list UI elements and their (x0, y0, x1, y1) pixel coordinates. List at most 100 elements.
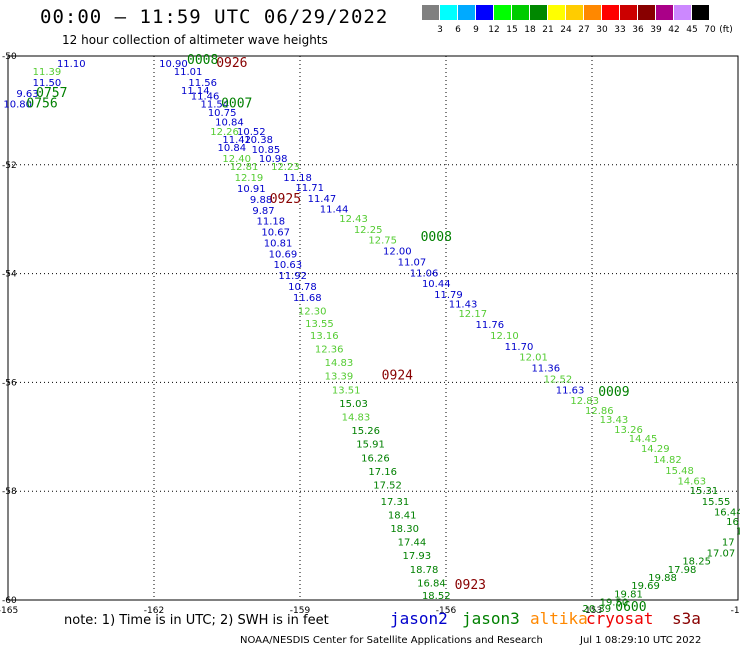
pass-time-label: 0925 (270, 192, 301, 207)
wave-height-value: 9.88 (250, 195, 272, 206)
wave-height-value: 10.90 (159, 59, 188, 70)
wave-height-value: 10.84 (218, 143, 247, 154)
wave-height-value: 12.40 (222, 154, 251, 165)
wave-height-value: 11.47 (308, 194, 337, 205)
pass-time-label: 0757 (36, 86, 67, 101)
lon-tick-label: -156 (436, 606, 457, 616)
wave-height-value: 15.31 (690, 486, 719, 497)
colorbar-label: 70 (704, 25, 716, 35)
wave-height-value: 10.75 (208, 108, 237, 119)
wave-height-value: 11.70 (505, 342, 534, 353)
satellite-legend-cryosat: cryosat (586, 609, 654, 628)
wave-height-value: 12.19 (235, 173, 264, 184)
colorbar-label: 42 (668, 25, 680, 35)
lat-tick-label: -60 (2, 596, 17, 606)
wave-height-value: 11.54 (201, 100, 230, 111)
wave-height-value: 11.46 (191, 92, 220, 103)
wave-height-value: 12.36 (315, 344, 344, 355)
credit-text: NOAA/NESDIS Center for Satellite Applica… (240, 635, 543, 646)
satellite-legend-s3a: s3a (672, 609, 701, 628)
wave-height-value: 11.76 (475, 320, 504, 331)
wave-height-value: 19.88 (648, 573, 677, 584)
wave-height-value: 12.25 (354, 225, 383, 236)
wave-height-value: 11.42 (222, 135, 251, 146)
wave-height-value: 18.41 (388, 510, 417, 521)
colorbar-label: 45 (686, 25, 698, 35)
wave-height-value: 14.82 (653, 455, 682, 466)
wave-height-value: 13.26 (614, 425, 643, 436)
lat-tick-label: -54 (2, 270, 17, 280)
pass-time-label: 0008 (187, 53, 218, 68)
wave-height-value: 12.17 (458, 309, 487, 320)
wave-height-value: 10.78 (288, 282, 317, 293)
lat-tick-label: -58 (2, 487, 17, 497)
wave-height-value: 11.06 (410, 268, 439, 279)
colorbar-swatch (530, 5, 547, 20)
pass-time-label: 0926 (216, 56, 247, 71)
wave-height-value: 11.18 (256, 217, 285, 228)
lat-tick-label: -52 (2, 161, 17, 171)
satellite-legend-jason2: jason2 (390, 609, 448, 628)
colorbar-unit: (ft) (719, 25, 733, 35)
lon-tick-label: -165 (0, 606, 18, 616)
wave-height-value: 13.51 (332, 385, 361, 396)
colorbar-swatch (548, 5, 565, 20)
wave-height-value: 18.25 (682, 557, 711, 568)
page-subtitle: 12 hour collection of altimeter wave hei… (62, 33, 328, 47)
wave-height-value: 16.26 (361, 453, 390, 464)
colorbar-swatch (476, 5, 493, 20)
colorbar-swatch (494, 5, 511, 20)
colorbar-label: 21 (542, 25, 554, 35)
wave-height-value: 17.16 (368, 467, 397, 478)
wave-height-value: 11.56 (188, 78, 217, 89)
wave-height-value: 10.91 (237, 184, 266, 195)
colorbar-swatch (458, 5, 475, 20)
wave-height-value: 18.78 (410, 565, 439, 576)
wave-height-value: 12.75 (368, 236, 397, 247)
wave-height-value: 18.52 (422, 591, 451, 602)
wave-height-value: 11.43 (449, 299, 478, 310)
wave-height-value: 17.44 (398, 538, 427, 549)
wave-height-value: 14.29 (641, 444, 670, 455)
wave-height-value: 12.00 (383, 247, 412, 258)
wave-height-value: 9.87 (252, 206, 274, 217)
wave-height-value: 12.43 (339, 214, 368, 225)
wave-height-value: 12.52 (544, 374, 573, 385)
wave-height-value: 11.14 (181, 86, 210, 97)
generated-time: Jul 1 08:29:10 UTC 2022 (580, 635, 702, 646)
wave-height-value: 14.45 (629, 434, 658, 445)
satellite-legend-jason3: jason3 (462, 609, 520, 628)
colorbar-label: 3 (437, 25, 443, 35)
lat-tick-label: -50 (2, 52, 17, 62)
wave-height-value: 13.43 (600, 415, 629, 426)
wave-height-value: 14.83 (342, 412, 371, 423)
pass-time-label: 0924 (382, 369, 413, 384)
colorbar-swatch (656, 5, 673, 20)
colorbar-label: 30 (596, 25, 608, 35)
wave-height-value: 15.03 (339, 399, 368, 410)
pass-time-label: 0600 (615, 600, 646, 615)
colorbar-label: 39 (650, 25, 662, 35)
wave-height-value: 15.91 (356, 440, 385, 451)
colorbar-label: 27 (578, 25, 590, 35)
lon-tick-label: -15 (731, 606, 740, 616)
wave-height-value: 11.39 (33, 67, 62, 78)
wave-height-value: 11.92 (278, 271, 307, 282)
wave-height-value: 9.63 (16, 89, 38, 100)
lon-tick-label: -153 (582, 606, 602, 616)
colorbar-swatch (566, 5, 583, 20)
wave-height-value: 11.10 (57, 59, 86, 70)
wave-height-value: 10.44 (422, 279, 451, 290)
wave-height-value: 15.26 (351, 426, 380, 437)
pass-time-label: 0923 (455, 578, 486, 593)
colorbar-label: 18 (524, 25, 536, 35)
colorbar-swatch (620, 5, 637, 20)
wave-height-value: 19.69 (631, 581, 660, 592)
page-title: 00:00 – 11:59 UTC 06/29/2022 (40, 6, 389, 28)
colorbar-label: 9 (473, 25, 479, 35)
wave-height-value: 13.55 (305, 319, 334, 330)
wave-height-value: 11.07 (398, 257, 427, 268)
lon-tick-label: -162 (144, 606, 164, 616)
wave-height-value: 16.84 (417, 578, 446, 589)
